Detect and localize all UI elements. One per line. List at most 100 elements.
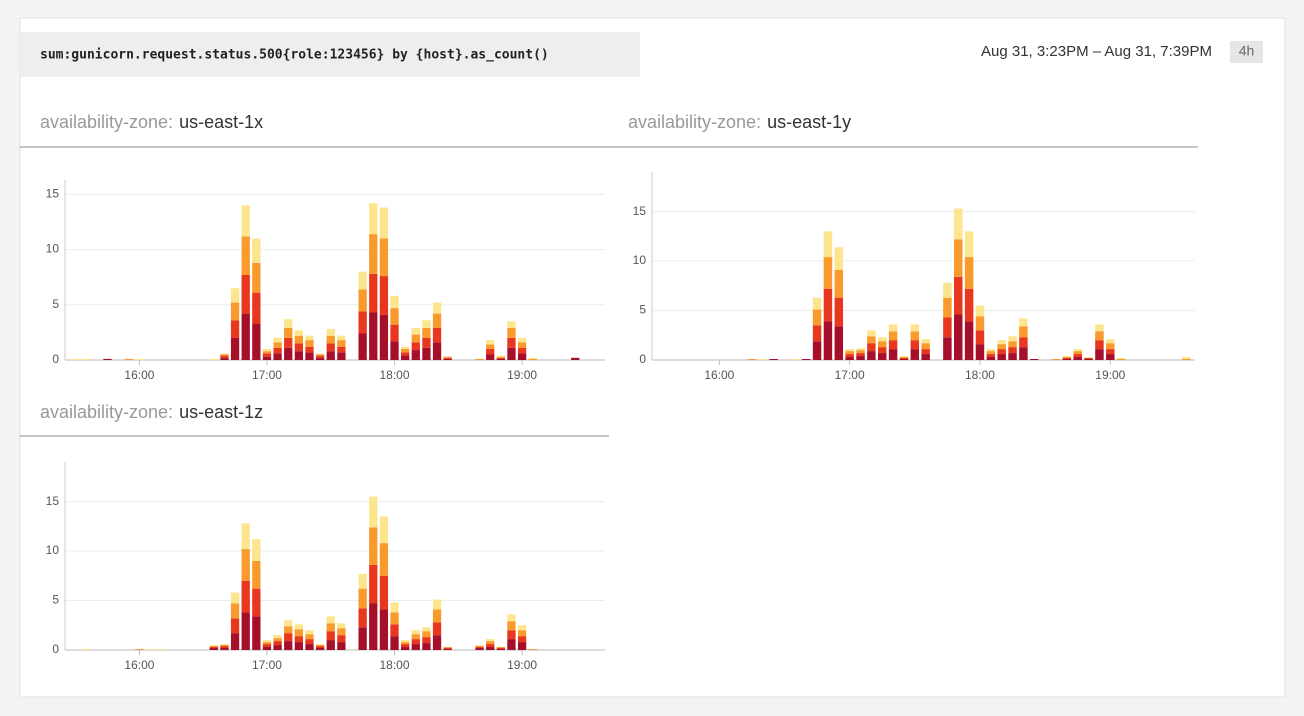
bar-segment bbox=[369, 564, 378, 604]
bar-segment bbox=[411, 350, 420, 360]
bar-segment bbox=[252, 323, 261, 360]
bar-segment bbox=[496, 357, 505, 359]
bar-segment bbox=[986, 357, 996, 360]
bar-segment bbox=[1073, 351, 1082, 355]
y-tick-label: 0 bbox=[52, 642, 59, 656]
bar-segment bbox=[1095, 331, 1104, 341]
bar-segment bbox=[252, 588, 261, 617]
bar-segment bbox=[401, 644, 410, 648]
bar-segment bbox=[921, 349, 930, 355]
bar-segment bbox=[812, 325, 822, 342]
bar-segment bbox=[284, 327, 293, 338]
bar-segment bbox=[305, 644, 314, 650]
x-tick-label: 16:00 bbox=[124, 658, 154, 672]
bar-segment bbox=[888, 349, 898, 360]
bar-segment bbox=[528, 357, 537, 359]
bar-segment bbox=[867, 351, 876, 360]
range-badge-bg[interactable] bbox=[1230, 41, 1263, 63]
bar-segment bbox=[220, 646, 229, 649]
bar-segment bbox=[877, 347, 887, 354]
bar-segment bbox=[834, 269, 844, 298]
bar-segment bbox=[943, 282, 952, 298]
bar-segment bbox=[411, 630, 420, 635]
bar-segment bbox=[390, 341, 399, 360]
bar-segment bbox=[517, 347, 527, 354]
bar-segment bbox=[315, 353, 325, 355]
bar-segment bbox=[496, 647, 505, 649]
bar-segment bbox=[241, 205, 250, 237]
bar-segment bbox=[443, 647, 452, 649]
bar-segment bbox=[326, 631, 335, 641]
bar-segment bbox=[986, 349, 996, 352]
bar-segment bbox=[71, 358, 80, 360]
bar-segment bbox=[379, 207, 389, 239]
bar-segment bbox=[294, 624, 304, 630]
panel-title: us-east-1z bbox=[179, 402, 263, 422]
bar-segment bbox=[209, 358, 218, 360]
bar-segment bbox=[975, 305, 985, 317]
bar-segment bbox=[496, 356, 505, 358]
bar-segment bbox=[135, 358, 144, 360]
bar-segment bbox=[284, 319, 293, 328]
bar-segment bbox=[358, 333, 367, 360]
bar-segment bbox=[443, 648, 452, 650]
bar-segment bbox=[230, 603, 240, 619]
bar-segment bbox=[1095, 349, 1104, 360]
bar-segment bbox=[856, 353, 865, 357]
bar-segment bbox=[220, 355, 229, 358]
range-badge[interactable]: 4h bbox=[1239, 43, 1255, 59]
y-tick-label: 10 bbox=[633, 253, 647, 267]
bar-segment bbox=[845, 354, 854, 358]
bar-segment bbox=[517, 342, 527, 348]
y-tick-label: 0 bbox=[639, 352, 646, 366]
bar-segment bbox=[230, 592, 240, 604]
bar-segment bbox=[411, 639, 420, 645]
bar-segment bbox=[496, 649, 505, 650]
bar-segment bbox=[326, 335, 335, 344]
bar-segment bbox=[369, 273, 378, 313]
bar-segment bbox=[823, 288, 833, 322]
bar-segment bbox=[273, 638, 282, 642]
bar-segment bbox=[475, 646, 484, 648]
panel-title-prefix: availability-zone: bbox=[40, 112, 173, 132]
bar-segment bbox=[390, 636, 399, 650]
bar-segment bbox=[135, 649, 144, 650]
bar-segment bbox=[517, 337, 527, 343]
bar-segment bbox=[964, 288, 974, 322]
bar-segment bbox=[769, 359, 778, 360]
bar-segment bbox=[390, 602, 399, 613]
x-tick-label: 19:00 bbox=[507, 658, 537, 672]
bar-segment bbox=[220, 357, 229, 360]
bar-segment bbox=[284, 347, 293, 360]
bar-segment bbox=[877, 353, 887, 360]
x-tick-label: 17:00 bbox=[252, 368, 282, 382]
bar-segment bbox=[305, 634, 314, 640]
bar-segment bbox=[1008, 336, 1017, 342]
bar-segment bbox=[422, 347, 431, 360]
bar-segment bbox=[220, 353, 229, 355]
bar-segment bbox=[315, 644, 325, 646]
bar-segment bbox=[443, 358, 452, 360]
bar-segment bbox=[220, 645, 229, 647]
bar-segment bbox=[315, 645, 325, 647]
bar-segment bbox=[432, 313, 442, 328]
bar-segment bbox=[986, 351, 996, 355]
bar-segment bbox=[401, 647, 410, 650]
bar-segment bbox=[369, 496, 378, 528]
bar-segment bbox=[230, 618, 240, 634]
bar-segment bbox=[369, 234, 378, 274]
x-tick-label: 19:00 bbox=[1095, 368, 1125, 382]
bar-segment bbox=[486, 340, 495, 345]
bar-segment bbox=[975, 316, 985, 331]
bar-segment bbox=[1073, 357, 1082, 360]
bar-segment bbox=[528, 358, 537, 360]
bar-segment bbox=[1182, 357, 1191, 360]
bar-segment bbox=[369, 312, 378, 360]
bar-segment bbox=[975, 344, 985, 360]
bar-segment bbox=[486, 647, 495, 650]
bar-segment bbox=[964, 231, 974, 258]
bar-segment bbox=[284, 633, 293, 642]
bar-segment bbox=[528, 649, 537, 650]
bar-segment bbox=[337, 642, 346, 650]
time-range[interactable]: Aug 31, 3:23PM – Aug 31, 7:39PM bbox=[981, 43, 1212, 60]
